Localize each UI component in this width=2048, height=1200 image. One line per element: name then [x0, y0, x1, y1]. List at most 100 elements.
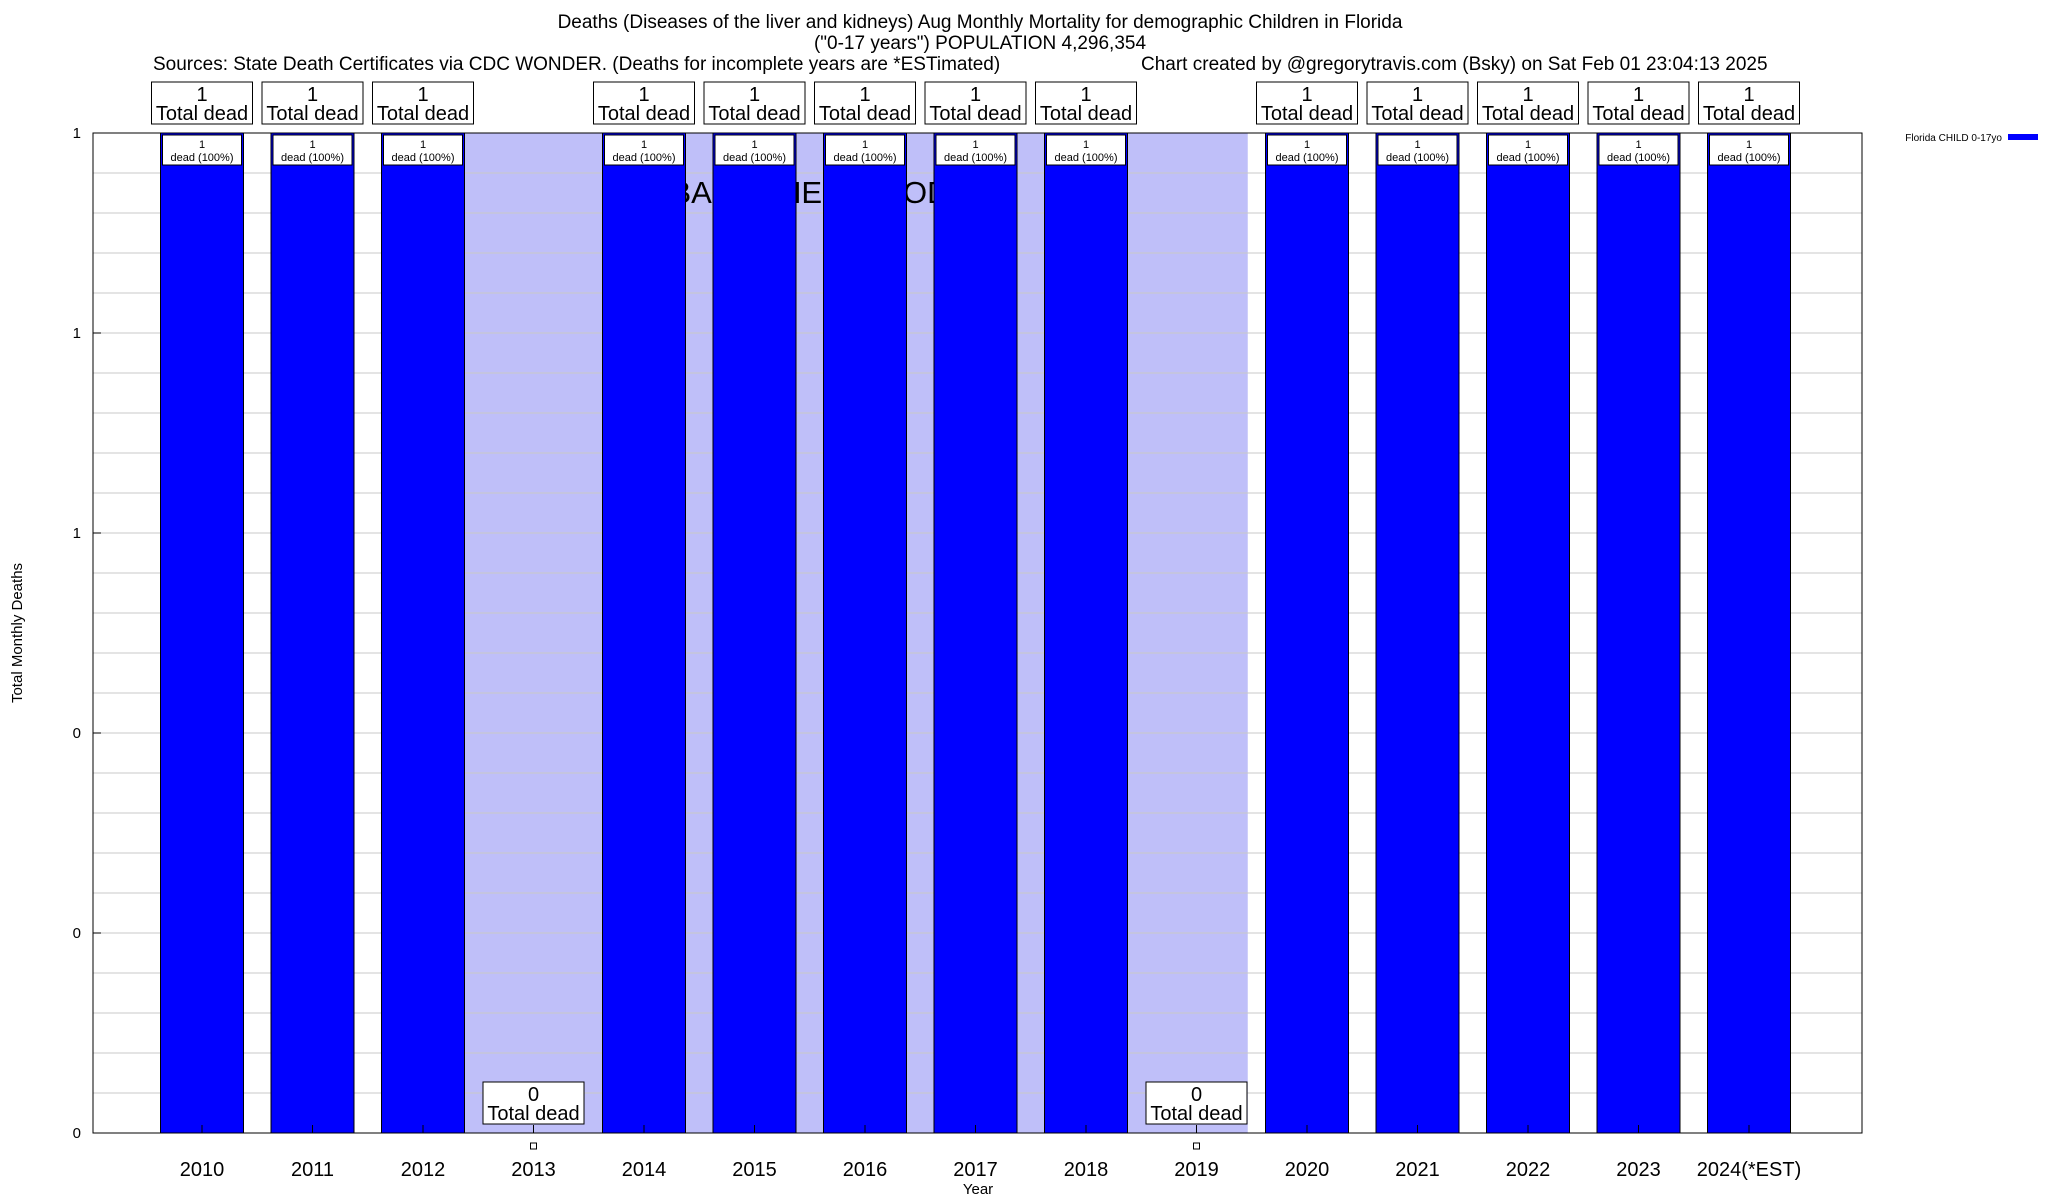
bar-label-box: [1046, 134, 1126, 166]
total-label-box: [1035, 81, 1137, 125]
total-value-label: 1: [1412, 84, 1423, 106]
y-tick-label: 0: [73, 1125, 81, 1142]
x-tick-label: 2014: [622, 1159, 667, 1181]
bar-value-label: 1: [1746, 139, 1752, 151]
total-text-label: Total dead: [929, 103, 1021, 125]
total-text-label: Total dead: [1371, 103, 1463, 125]
bar-percent-label: dead (100%): [392, 152, 455, 164]
x-tick-label: 2018: [1064, 1159, 1109, 1181]
total-text-label: Total dead: [1150, 1103, 1242, 1125]
bar-value-label: 1: [1304, 139, 1310, 151]
total-text-label: Total dead: [156, 103, 248, 125]
total-value-label: 1: [307, 84, 318, 106]
bar-percent-label: dead (100%): [281, 152, 344, 164]
bar: [712, 132, 797, 1134]
bar-value-label: 1: [1083, 139, 1089, 151]
total-value-label: 1: [638, 84, 649, 106]
total-label-box: [151, 81, 253, 125]
total-value-label: 1: [417, 84, 428, 106]
sources-note: Sources: State Death Certificates via CD…: [153, 54, 1001, 75]
bar-label-box: [1709, 134, 1789, 166]
total-label-box: [814, 81, 916, 125]
bar-value-label: 1: [309, 139, 315, 151]
total-text-label: Total dead: [377, 103, 469, 125]
total-label-box: [703, 81, 806, 125]
total-text-label: Total dead: [708, 103, 800, 125]
x-tick-label: 2010: [180, 1159, 225, 1181]
total-value-label: 0: [1191, 1084, 1202, 1106]
total-value-label: 1: [970, 84, 981, 106]
bar: [1265, 132, 1349, 1134]
bar-percent-label: dead (100%): [834, 152, 897, 164]
total-value-label: 1: [1743, 84, 1754, 106]
total-label-box: [372, 81, 474, 125]
total-value-label: 1: [1301, 84, 1312, 106]
y-tick-label: 1: [73, 525, 81, 542]
total-label-box: [1587, 81, 1690, 125]
bar-percent-label: dead (100%): [1386, 152, 1449, 164]
x-tick-label: 2023: [1616, 1159, 1661, 1181]
total-value-label: 1: [1522, 84, 1533, 106]
bar: [1486, 132, 1570, 1134]
total-text-label: Total dead: [1482, 103, 1574, 125]
bar: [823, 132, 907, 1134]
bar-value-label: 1: [972, 139, 978, 151]
bar-label-box: [1598, 134, 1679, 166]
bar-value-label: 1: [420, 139, 426, 151]
total-value-label: 1: [1080, 84, 1091, 106]
bar: [602, 132, 686, 1134]
zero-marker: [530, 1142, 537, 1150]
bar-percent-label: dead (100%): [1497, 152, 1560, 164]
bar-label-box: [935, 134, 1016, 166]
y-tick-label: 1: [73, 125, 81, 142]
x-tick-label: 2013: [511, 1159, 556, 1181]
bar-value-label: 1: [641, 139, 647, 151]
x-tick-label: 2022: [1506, 1159, 1551, 1181]
baseline-period-label: BASELINE PERIOD: [670, 175, 949, 210]
bar: [1044, 132, 1128, 1134]
y-axis-title: Total Monthly Deaths: [9, 563, 26, 703]
bar-label-box: [1377, 134, 1458, 166]
bar-label-box: [272, 134, 353, 166]
total-text-label: Total dead: [487, 1103, 579, 1125]
bar: [270, 132, 355, 1134]
bar-label-box: [604, 134, 684, 166]
bar: [933, 132, 1018, 1134]
total-text-label: Total dead: [1040, 103, 1132, 125]
bar-label-box: [383, 134, 463, 166]
total-label-box: [1256, 81, 1358, 125]
total-label-box: [593, 81, 695, 125]
bar-percent-label: dead (100%): [1607, 152, 1670, 164]
total-text-label: Total dead: [1703, 103, 1795, 125]
total-value-label: 0: [528, 1084, 539, 1106]
x-tick-label: 2016: [843, 1159, 888, 1181]
bar-value-label: 1: [1525, 139, 1531, 151]
x-tick-label: 2011: [291, 1159, 334, 1181]
zero-marker: [1193, 1142, 1200, 1150]
bar-percent-label: dead (100%): [723, 152, 786, 164]
bar-percent-label: dead (100%): [944, 152, 1007, 164]
plot-frame: [92, 132, 1863, 1134]
bar: [1707, 132, 1791, 1134]
total-label-box: [924, 81, 1027, 125]
x-tick-label: 2017: [953, 1159, 998, 1181]
total-text-label: Total dead: [266, 103, 358, 125]
y-tick-label: 0: [73, 925, 81, 942]
total-value-label: 1: [1633, 84, 1644, 106]
bar-label-box: [1488, 134, 1568, 166]
total-label-box: [482, 1081, 585, 1125]
bar-percent-label: dead (100%): [1276, 152, 1339, 164]
bar-percent-label: dead (100%): [1718, 152, 1781, 164]
bar-label-box: [825, 134, 905, 166]
x-tick-label: 2024(*EST): [1697, 1159, 1802, 1181]
y-tick-label: 1: [73, 325, 81, 342]
x-tick-label: 2019: [1174, 1159, 1219, 1181]
legend-swatch: [2008, 134, 2038, 140]
bar-percent-label: dead (100%): [613, 152, 676, 164]
bar-value-label: 1: [751, 139, 757, 151]
bar-label-box: [162, 134, 242, 166]
bar: [1596, 132, 1681, 1134]
chart-subtitle: ("0-17 years") POPULATION 4,296,354: [813, 33, 1147, 54]
bar-percent-label: dead (100%): [171, 152, 234, 164]
bar-label-box: [714, 134, 795, 166]
